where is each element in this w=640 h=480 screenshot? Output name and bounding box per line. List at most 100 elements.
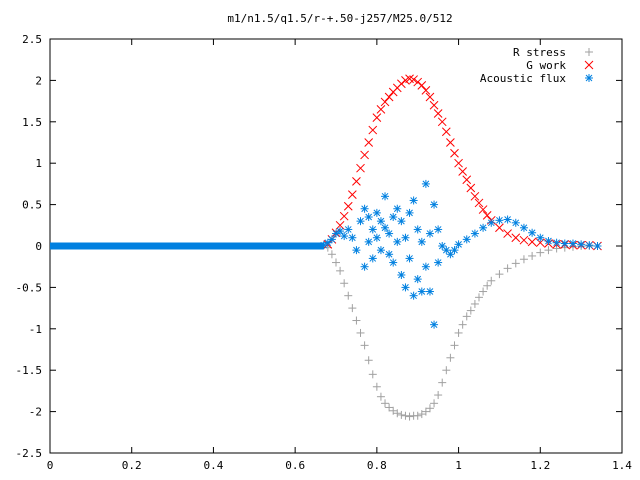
data-point [458, 320, 467, 329]
data-point [393, 204, 402, 213]
data-point-d2 [414, 275, 422, 283]
data-point [376, 392, 385, 401]
data-point [348, 233, 357, 242]
data-point [356, 217, 365, 226]
data-point [446, 353, 455, 362]
data-point-d2 [495, 223, 504, 233]
x-tick-label: 0.8 [367, 459, 387, 472]
data-point-d2 [347, 190, 357, 200]
data-point [413, 275, 422, 284]
data-point-d2 [336, 227, 344, 235]
data-point-d2 [454, 158, 463, 168]
data-point-d2 [369, 226, 377, 233]
data-point-d2 [324, 239, 332, 247]
data-point [360, 341, 369, 350]
legend-marker [585, 48, 593, 56]
data-point [356, 163, 365, 173]
data-point [368, 125, 378, 135]
data-point [413, 225, 422, 234]
data-point [417, 287, 426, 296]
data-point [438, 378, 447, 387]
data-point-d2 [353, 246, 360, 254]
data-point [458, 167, 468, 176]
data-point-d2 [364, 138, 374, 147]
y-tick-label: 2.5 [22, 33, 42, 46]
data-point-d2 [373, 234, 381, 242]
data-point [376, 246, 385, 255]
data-point-d2 [466, 183, 476, 193]
legend-label: Acoustic flux [480, 72, 566, 85]
data-point-d2 [422, 263, 430, 271]
data-point-d2 [405, 74, 414, 84]
data-point-d2 [451, 246, 458, 254]
data-point-d2 [373, 209, 381, 217]
data-point [425, 404, 434, 413]
data-point-d2 [398, 271, 405, 279]
data-point [343, 201, 353, 211]
data-point [519, 223, 528, 232]
y-tick-label: -2.5 [16, 447, 43, 460]
data-point [544, 237, 553, 246]
data-point-d2 [409, 75, 418, 84]
data-point [421, 407, 430, 416]
x-tick-label: 0.2 [122, 459, 142, 472]
data-point [475, 293, 483, 302]
data-point-d2 [418, 288, 426, 295]
data-point [372, 233, 381, 242]
data-point [519, 235, 529, 245]
data-point [434, 258, 443, 267]
data-point-d2 [422, 180, 430, 188]
data-point-d2 [455, 240, 462, 248]
data-point-d2 [503, 229, 512, 238]
data-point-d2 [545, 237, 552, 245]
data-point [560, 239, 569, 248]
data-point-d2 [393, 238, 401, 246]
data-point [442, 246, 451, 255]
data-point [487, 276, 496, 285]
data-point [552, 238, 561, 247]
legend-label: R stress [513, 46, 566, 59]
data-point [483, 281, 492, 290]
data-point-d2 [365, 213, 373, 221]
data-point [421, 179, 430, 188]
data-point [327, 250, 336, 259]
data-point-d2 [527, 237, 537, 247]
data-point [380, 97, 390, 107]
data-point [372, 208, 381, 217]
data-point [393, 409, 402, 418]
data-point-d2 [385, 230, 393, 237]
data-point-d2 [377, 246, 385, 254]
data-point [450, 246, 459, 255]
data-point [503, 215, 512, 224]
y-tick-label: -1.5 [16, 364, 43, 377]
data-point [381, 192, 390, 201]
data-point-d2 [414, 226, 422, 233]
data-point-d2 [389, 259, 397, 266]
data-point-d2 [397, 79, 406, 89]
data-point-d2 [471, 230, 479, 237]
y-tick-label: -2 [29, 406, 42, 419]
data-point-d2 [361, 263, 368, 271]
data-point-d2 [389, 213, 397, 221]
data-point [503, 264, 512, 273]
series-acoustic-flux [50, 179, 602, 329]
data-point [364, 356, 373, 365]
data-point-d2 [458, 167, 468, 176]
data-point [352, 246, 361, 255]
data-point [352, 177, 361, 186]
data-point-d2 [441, 127, 451, 137]
legend-marker [585, 74, 593, 82]
data-point-d2 [479, 224, 487, 232]
data-point [413, 77, 423, 87]
data-point-d2 [418, 238, 426, 246]
data-point [519, 255, 528, 264]
data-point [479, 223, 488, 232]
data-point [397, 410, 406, 419]
data-point [503, 229, 512, 238]
data-point-d2 [365, 238, 373, 246]
data-point-d2 [421, 85, 431, 95]
data-point [470, 299, 479, 308]
data-point [527, 237, 537, 247]
legend-marker [584, 60, 594, 70]
data-point [487, 218, 496, 227]
